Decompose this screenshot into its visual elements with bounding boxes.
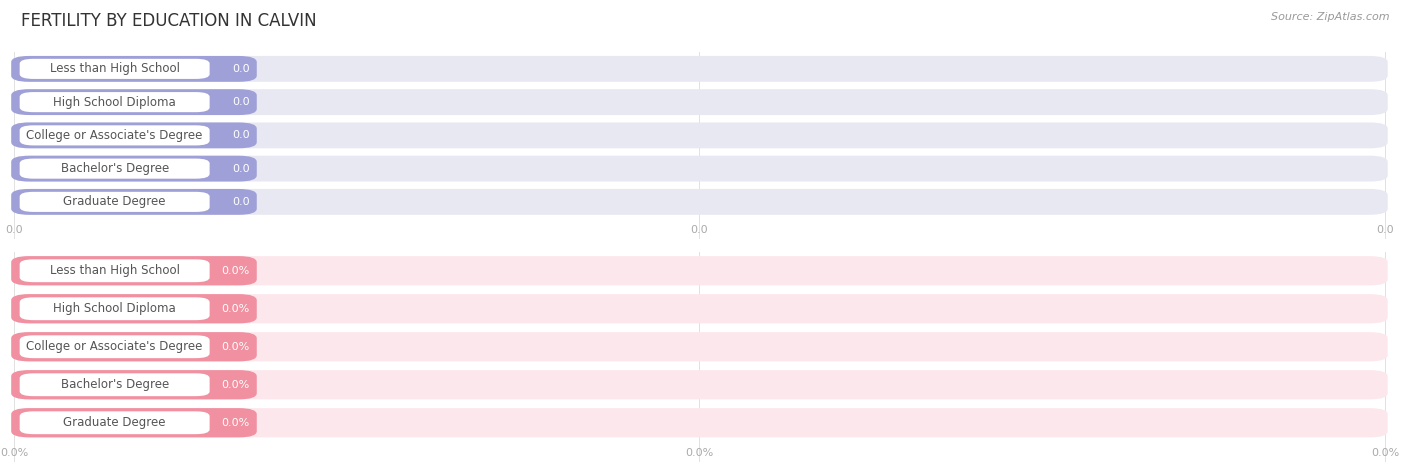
FancyBboxPatch shape xyxy=(20,411,209,434)
FancyBboxPatch shape xyxy=(11,123,1388,148)
FancyBboxPatch shape xyxy=(11,123,257,148)
FancyBboxPatch shape xyxy=(11,408,1388,437)
Text: College or Associate's Degree: College or Associate's Degree xyxy=(27,129,202,142)
FancyBboxPatch shape xyxy=(11,189,257,215)
FancyBboxPatch shape xyxy=(20,159,209,179)
Text: College or Associate's Degree: College or Associate's Degree xyxy=(27,340,202,353)
Text: 0.0: 0.0 xyxy=(1376,225,1393,235)
FancyBboxPatch shape xyxy=(11,294,1388,323)
FancyBboxPatch shape xyxy=(11,89,1388,115)
Text: 0.0%: 0.0% xyxy=(0,448,28,458)
FancyBboxPatch shape xyxy=(11,408,257,437)
Text: 0.0: 0.0 xyxy=(232,64,250,74)
FancyBboxPatch shape xyxy=(11,256,257,285)
FancyBboxPatch shape xyxy=(20,92,209,112)
Text: 0.0%: 0.0% xyxy=(222,418,250,428)
Text: 0.0%: 0.0% xyxy=(222,266,250,276)
Text: 0.0%: 0.0% xyxy=(1371,448,1399,458)
Text: Bachelor's Degree: Bachelor's Degree xyxy=(60,378,169,391)
Text: 0.0%: 0.0% xyxy=(222,304,250,314)
Text: 0.0: 0.0 xyxy=(6,225,22,235)
Text: High School Diploma: High School Diploma xyxy=(53,302,176,315)
FancyBboxPatch shape xyxy=(20,297,209,320)
FancyBboxPatch shape xyxy=(20,259,209,282)
FancyBboxPatch shape xyxy=(11,156,1388,181)
Text: Less than High School: Less than High School xyxy=(49,62,180,76)
FancyBboxPatch shape xyxy=(20,373,209,396)
Text: 0.0: 0.0 xyxy=(232,130,250,141)
FancyBboxPatch shape xyxy=(11,256,1388,285)
Text: 0.0: 0.0 xyxy=(232,163,250,174)
Text: Source: ZipAtlas.com: Source: ZipAtlas.com xyxy=(1271,12,1389,22)
FancyBboxPatch shape xyxy=(11,89,257,115)
FancyBboxPatch shape xyxy=(11,370,1388,399)
FancyBboxPatch shape xyxy=(11,332,1388,361)
FancyBboxPatch shape xyxy=(11,332,257,361)
Text: Bachelor's Degree: Bachelor's Degree xyxy=(60,162,169,175)
FancyBboxPatch shape xyxy=(20,125,209,145)
Text: 0.0%: 0.0% xyxy=(685,448,714,458)
Text: 0.0: 0.0 xyxy=(232,97,250,107)
FancyBboxPatch shape xyxy=(11,56,257,82)
FancyBboxPatch shape xyxy=(11,156,257,181)
Text: 0.0: 0.0 xyxy=(232,197,250,207)
Text: 0.0%: 0.0% xyxy=(222,380,250,390)
Text: Graduate Degree: Graduate Degree xyxy=(63,195,166,209)
Text: Graduate Degree: Graduate Degree xyxy=(63,416,166,429)
FancyBboxPatch shape xyxy=(11,56,1388,82)
FancyBboxPatch shape xyxy=(11,370,257,399)
FancyBboxPatch shape xyxy=(20,59,209,79)
FancyBboxPatch shape xyxy=(20,335,209,358)
Text: High School Diploma: High School Diploma xyxy=(53,95,176,109)
Text: FERTILITY BY EDUCATION IN CALVIN: FERTILITY BY EDUCATION IN CALVIN xyxy=(21,12,316,30)
Text: 0.0: 0.0 xyxy=(690,225,709,235)
Text: 0.0%: 0.0% xyxy=(222,342,250,352)
FancyBboxPatch shape xyxy=(20,192,209,212)
Text: Less than High School: Less than High School xyxy=(49,264,180,277)
FancyBboxPatch shape xyxy=(11,189,1388,215)
FancyBboxPatch shape xyxy=(11,294,257,323)
